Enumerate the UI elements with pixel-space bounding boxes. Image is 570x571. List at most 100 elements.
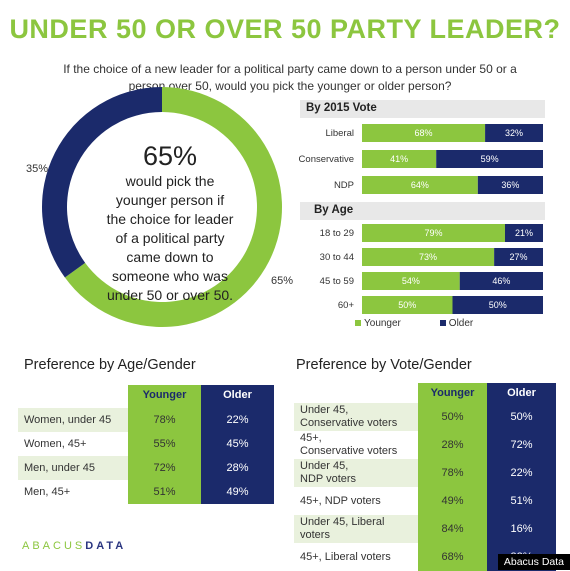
table-row: Men, 45+ 51% 49% (18, 480, 274, 504)
bar-older-value: 50% (489, 300, 507, 310)
bar-older (504, 224, 543, 242)
row-label: Men, under 45 (18, 456, 128, 480)
row-label-line: 45+, NDP voters (300, 494, 381, 507)
credit-label: Abacus Data (497, 554, 570, 570)
table2-title: Preference by Vote/Gender (296, 357, 472, 373)
bar-younger (362, 124, 486, 142)
bar-older-value: 46% (492, 276, 510, 286)
bar-older (477, 176, 543, 194)
bar-category-label: Liberal (325, 128, 354, 139)
bar-older (436, 150, 543, 168)
bar-older-value: 32% (505, 128, 523, 138)
column-header-younger: Younger (128, 385, 201, 408)
column-header-older: Older (201, 385, 274, 408)
cell-older: 72% (487, 431, 556, 459)
vote-header-bg (300, 100, 545, 118)
bar-category-label: 60+ (338, 300, 355, 311)
legend-younger-swatch (355, 320, 361, 327)
cell-older: 49% (201, 480, 274, 504)
donut-older-label: 35% (26, 163, 49, 175)
bar-older (459, 272, 543, 290)
cell-younger: 78% (418, 459, 487, 487)
bar-category-label: 45 to 59 (320, 276, 354, 287)
table-header-row: Younger Older (294, 383, 556, 403)
bar-younger-value: 68% (415, 128, 433, 138)
age-section-title: By Age (314, 204, 354, 216)
legend-older-swatch (439, 320, 446, 327)
table-row: Men, under 45 72% 28% (18, 456, 274, 480)
logo-text-b: DATA (85, 540, 127, 552)
bar-younger (362, 176, 478, 194)
bar-younger-value: 50% (398, 300, 416, 310)
cell-older: 16% (487, 515, 556, 543)
table-age-gender: Younger Older Women, under 45 78% 22% Women, … (18, 385, 274, 504)
table-row: Under 45, Conservative voters 50% 50% (294, 403, 556, 431)
row-label: Under 45, NDP voters (294, 459, 418, 487)
row-label-line: Under 45, (300, 404, 349, 416)
cell-older: 45% (201, 432, 274, 456)
bar-older-value: 36% (501, 180, 519, 190)
row-label-line: Under 45, (300, 460, 349, 472)
cell-older: 22% (487, 459, 556, 487)
age-header-bg (300, 202, 545, 220)
header-label-cell (294, 383, 418, 403)
bar-older-value: 21% (515, 228, 533, 238)
bar-younger-value: 54% (402, 276, 420, 286)
bar-older (485, 124, 543, 142)
cell-older: 50% (487, 403, 556, 431)
donut-line: under 50 or over 50. (106, 287, 234, 303)
bar-younger (362, 224, 505, 242)
bar-younger-value: 73% (419, 252, 437, 262)
row-label-line: Conservative voters (300, 417, 398, 429)
cell-younger: 49% (418, 487, 487, 515)
bar-younger-value: 64% (411, 180, 429, 190)
table1-title: Preference by Age/Gender (24, 357, 196, 373)
row-label-line: Conservative voters (300, 445, 398, 457)
cell-older: 51% (487, 487, 556, 515)
donut-line: of a political party (115, 230, 225, 246)
row-label: Under 45, Conservative voters (294, 403, 418, 431)
row-label-line: 45+, Liberal voters (300, 550, 391, 563)
donut-big-label: 65% (142, 141, 198, 171)
cell-older: 28% (201, 456, 274, 480)
cell-younger: 84% (418, 515, 487, 543)
donut-center-text: 65% would pick the younger person if the… (90, 140, 250, 305)
bar-older (494, 248, 543, 266)
row-label: Under 45, Liberal voters (294, 515, 418, 543)
cell-younger: 68% (418, 543, 487, 571)
page-title: UNDER 50 OR OVER 50 PARTY LEADER? (9, 14, 561, 44)
donut-younger-label: 65% (271, 275, 294, 287)
cell-younger: 51% (128, 480, 201, 504)
table-header-row: Younger Older (18, 385, 274, 408)
row-label: Men, 45+ (18, 480, 128, 504)
bar-older (452, 296, 543, 314)
donut-line: someone who was (112, 268, 228, 284)
cell-younger: 28% (418, 431, 487, 459)
bar-younger (362, 272, 460, 290)
bar-category-label: 18 to 29 (320, 228, 354, 239)
row-label: Women, under 45 (18, 408, 128, 432)
bar-category-label: NDP (334, 180, 354, 191)
bar-younger (362, 248, 495, 266)
table-row: Women, under 45 78% 22% (18, 408, 274, 432)
row-label-line: 45+, (300, 432, 322, 444)
table-row: Under 45, Liberal voters 84% 16% (294, 515, 556, 543)
row-label: Women, 45+ (18, 432, 128, 456)
bar-category-label: 30 to 44 (320, 252, 354, 263)
table-row: 45+, NDP voters 49% 51% (294, 487, 556, 515)
donut-slice-older (41, 87, 162, 278)
cell-younger: 72% (128, 456, 201, 480)
table-row: 45+, Conservative voters 28% 72% (294, 431, 556, 459)
column-header-younger: Younger (418, 383, 487, 403)
row-label-line: NDP voters (300, 473, 357, 485)
row-label: 45+, NDP voters (294, 487, 418, 515)
donut-line: younger person if (115, 192, 225, 208)
bar-older-value: 27% (510, 252, 528, 262)
table-vote-gender: Younger Older Under 45, Conservative voters… (294, 383, 556, 571)
row-label-line: Under 45, Liberal (300, 516, 385, 528)
donut-line: came down to (126, 249, 214, 265)
cell-younger: 78% (128, 408, 201, 432)
bar-legend: Younger Older (355, 318, 473, 329)
